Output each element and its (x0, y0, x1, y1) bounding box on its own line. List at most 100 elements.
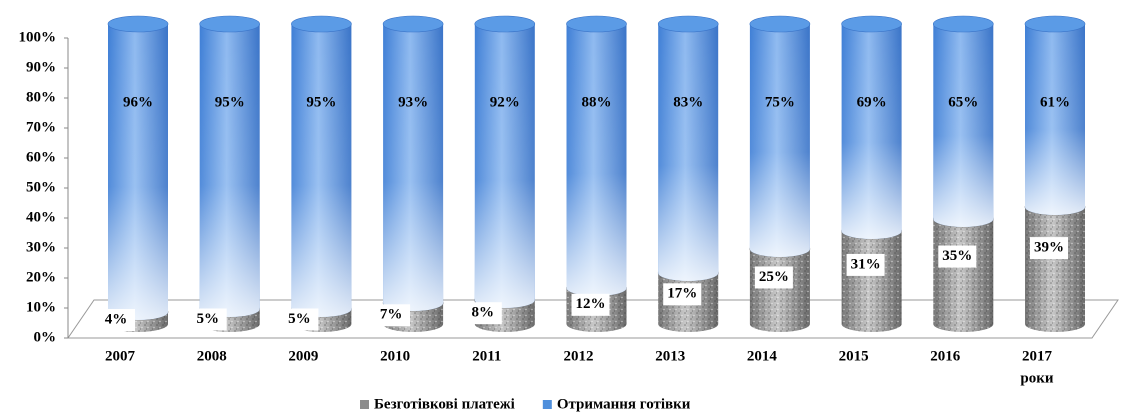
value-label: 17% (667, 286, 697, 302)
value-label-box (280, 308, 319, 331)
value-label: 95% (306, 94, 336, 110)
cylinder-segment (107, 15, 169, 320)
segment-top (841, 15, 902, 33)
x-tick-label: 2013 (655, 348, 685, 364)
segment-texture (749, 24, 810, 257)
x-tick-label: 2016 (930, 348, 961, 364)
cylinder-segment (932, 15, 994, 227)
segment-top (932, 15, 994, 33)
x-tick-label: 2017 (1022, 348, 1053, 364)
cylinder (841, 15, 902, 332)
value-label-box (97, 309, 135, 331)
segment-top (566, 15, 627, 33)
segment-top (749, 15, 811, 33)
legend-swatch (542, 400, 552, 409)
segment-texture (383, 24, 444, 311)
value-label: 65% (948, 94, 978, 110)
value-label: 69% (857, 94, 887, 110)
y-tick-label: 50% (26, 179, 56, 195)
value-label: 96% (123, 94, 153, 110)
cylinder-segment (566, 15, 627, 296)
segment-top (291, 15, 352, 33)
y-tick-label: 100% (19, 29, 57, 45)
value-label-box (754, 266, 793, 289)
cylinder (1024, 15, 1086, 332)
cylinder-segment (291, 15, 352, 317)
x-tick-label: 2015 (839, 348, 869, 364)
value-label: 12% (576, 296, 606, 312)
x-tick-label: 2014 (747, 348, 778, 364)
cylinder (199, 15, 260, 332)
value-label: 5% (288, 311, 311, 327)
value-label: 7% (380, 307, 403, 323)
value-label-box (663, 283, 702, 306)
segment-top (199, 15, 260, 33)
cylinder (932, 15, 994, 332)
value-label: 61% (1040, 94, 1070, 110)
segment-texture (1025, 24, 1085, 215)
segment-texture (933, 219, 994, 332)
value-label: 75% (765, 94, 795, 110)
cylinder (291, 15, 352, 332)
value-label: 93% (398, 94, 428, 110)
value-label: 39% (1034, 240, 1064, 256)
x-tick-label: 2009 (288, 348, 318, 364)
cylinder-segment (749, 15, 811, 257)
x-tick-label: 2008 (197, 348, 227, 364)
x-tick-label: 2011 (472, 348, 501, 364)
value-label: 35% (942, 248, 972, 264)
segment-top (382, 15, 444, 33)
legend-label: Безготівкові платежі (374, 396, 515, 412)
value-label-box (571, 293, 610, 316)
y-tick-label: 70% (26, 119, 56, 135)
segment-top (107, 15, 169, 33)
y-tick-label: 60% (26, 149, 56, 165)
value-label: 83% (673, 94, 703, 110)
cylinder-segment (932, 210, 994, 332)
value-label-box (938, 245, 977, 268)
segment-texture (291, 24, 352, 317)
cylinder (382, 15, 444, 332)
cylinder-segment (1024, 198, 1086, 332)
segment-texture (658, 24, 719, 281)
cylinder-segment (1024, 15, 1086, 215)
value-label-box (1030, 237, 1068, 260)
segment-texture (749, 249, 810, 332)
segment-texture (108, 24, 168, 320)
value-label-box (372, 304, 411, 327)
cylinder-segment (199, 15, 260, 317)
legend-swatch (360, 400, 369, 409)
x-tick-label: 2010 (380, 348, 410, 364)
cylinder-segment (841, 15, 902, 239)
segment-top (657, 15, 719, 33)
value-label: 8% (472, 305, 495, 321)
x-axis-label: роки (1020, 370, 1053, 386)
value-label: 25% (759, 269, 789, 285)
cylinder (107, 15, 169, 332)
x-tick-label: 2007 (105, 348, 136, 364)
segment-texture (841, 231, 902, 332)
segment-texture (933, 24, 994, 227)
legend-label: Отримання готівки (557, 396, 691, 412)
y-tick-label: 40% (26, 209, 56, 225)
x-tick-label: 2012 (564, 348, 594, 364)
segment-top (474, 15, 536, 33)
value-label: 95% (215, 94, 245, 110)
value-label-box (188, 308, 227, 331)
value-label: 5% (196, 311, 219, 327)
y-tick-label: 20% (26, 269, 56, 285)
segment-texture (566, 24, 627, 296)
cylinder (474, 15, 536, 332)
segment-texture (199, 24, 260, 317)
segment-top (1024, 15, 1086, 33)
cylinder-segment (841, 222, 902, 332)
value-label-box (846, 253, 885, 276)
segment-texture (474, 24, 535, 308)
segment-texture (1025, 207, 1085, 332)
value-label-box (463, 302, 502, 325)
cylinder-segment (382, 15, 444, 311)
value-label: 92% (490, 94, 520, 110)
y-tick-label: 10% (26, 299, 56, 315)
value-label: 31% (851, 256, 881, 272)
